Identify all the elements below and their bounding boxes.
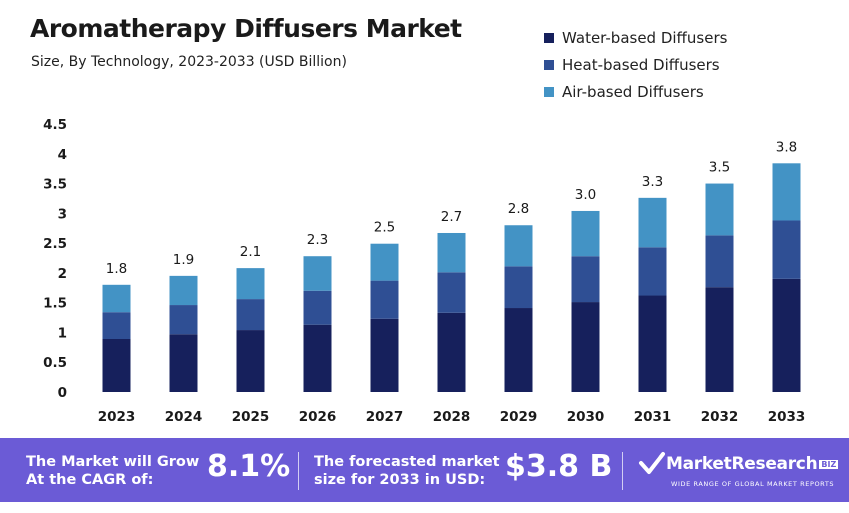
data-label: 2.3 xyxy=(307,232,328,248)
brand-logo: MarketResearch BIZ xyxy=(638,450,839,478)
x-tick-label: 2025 xyxy=(232,409,270,425)
x-tick-label: 2027 xyxy=(366,409,404,425)
bar-segment xyxy=(370,280,399,319)
cagr-label-line1: The Market will Grow xyxy=(26,454,200,470)
forecast-label-line2: size for 2033 in USD: xyxy=(314,472,486,488)
bar-segment xyxy=(571,210,600,257)
brand-tagline: WIDE RANGE OF GLOBAL MARKET REPORTS xyxy=(671,480,835,488)
bar-segment xyxy=(772,278,801,392)
bar-segment xyxy=(772,163,801,221)
y-tick-label: 0 xyxy=(58,385,67,401)
bar-segment xyxy=(169,334,198,392)
bar-segment xyxy=(102,338,131,392)
forecast-label: The forecasted market size for 2033 in U… xyxy=(314,453,500,489)
bar-segment xyxy=(504,308,533,392)
x-tick-label: 2024 xyxy=(165,409,203,425)
legend-item-heat: Heat-based Diffusers xyxy=(544,51,727,78)
y-tick-label: 3 xyxy=(58,206,67,222)
bar-segment xyxy=(571,302,600,392)
bar-segment xyxy=(370,243,399,281)
bar-segment xyxy=(705,287,734,392)
cagr-value: 8.1% xyxy=(207,449,291,484)
legend-label-air: Air-based Diffusers xyxy=(562,82,704,101)
y-tick-label: 4.5 xyxy=(43,117,67,133)
bar-segment xyxy=(571,256,600,303)
cagr-label-line2: At the CAGR of: xyxy=(26,472,154,488)
x-tick-label: 2032 xyxy=(701,409,739,425)
x-tick-label: 2033 xyxy=(768,409,806,425)
cagr-label: The Market will Grow At the CAGR of: xyxy=(26,453,199,489)
y-tick-label: 3.5 xyxy=(43,177,67,193)
bar-segment xyxy=(772,220,801,279)
bar-segment xyxy=(303,256,332,291)
bar-segment xyxy=(638,247,667,296)
bar-segment xyxy=(370,318,399,392)
chart-legend: Water-based Diffusers Heat-based Diffuse… xyxy=(544,24,727,105)
legend-item-air: Air-based Diffusers xyxy=(544,78,727,105)
bar-segment xyxy=(169,305,198,335)
x-tick-label: 2029 xyxy=(500,409,538,425)
bar-segment xyxy=(236,268,265,300)
legend-swatch-water xyxy=(544,32,554,43)
bar-segment xyxy=(303,324,332,392)
bar-segment xyxy=(638,295,667,392)
bar-segment xyxy=(705,235,734,288)
data-label: 2.7 xyxy=(441,209,462,225)
data-label: 3.0 xyxy=(575,187,596,203)
data-label: 3.5 xyxy=(709,160,730,176)
legend-label-water: Water-based Diffusers xyxy=(562,28,728,47)
data-label: 1.9 xyxy=(173,252,194,268)
bar-segment xyxy=(236,330,265,392)
forecast-value: $3.8 B xyxy=(505,449,613,484)
chart-title: Aromatherapy Diffusers Market xyxy=(30,14,462,43)
bar-segment xyxy=(437,312,466,392)
legend-label-heat: Heat-based Diffusers xyxy=(562,55,720,74)
bar-segment xyxy=(102,312,131,339)
bar-segment xyxy=(638,197,667,248)
footer-divider-2 xyxy=(622,452,623,490)
bar-segment xyxy=(504,225,533,267)
legend-swatch-air xyxy=(544,86,554,97)
brand-name: MarketResearch xyxy=(666,454,818,474)
y-tick-label: 1 xyxy=(58,325,67,341)
y-tick-label: 0.5 xyxy=(43,355,67,371)
bar-segment xyxy=(437,272,466,313)
x-tick-label: 2031 xyxy=(634,409,672,425)
x-tick-label: 2028 xyxy=(433,409,471,425)
data-label: 3.8 xyxy=(776,139,797,155)
forecast-label-line1: The forecasted market xyxy=(314,454,500,470)
y-tick-label: 2.5 xyxy=(43,236,67,252)
bar-segment xyxy=(303,290,332,325)
brand-badge: BIZ xyxy=(819,459,839,469)
data-label: 2.8 xyxy=(508,201,529,217)
x-tick-label: 2026 xyxy=(299,409,337,425)
data-label: 2.5 xyxy=(374,220,395,236)
data-label: 1.8 xyxy=(106,261,127,277)
bar-segment xyxy=(169,275,198,306)
y-tick-label: 1.5 xyxy=(43,296,67,312)
data-label: 2.1 xyxy=(240,244,261,260)
legend-item-water: Water-based Diffusers xyxy=(544,24,727,51)
stacked-bar-chart: 0 0.5 1 1.5 2 2.5 3 3.5 4 4.5 1.8 2023 1.9 2024 2.1 202… xyxy=(43,117,806,425)
bar-segment xyxy=(504,266,533,309)
y-tick-label: 4 xyxy=(58,147,67,163)
bar-segment xyxy=(437,232,466,273)
chart-subtitle: Size, By Technology, 2023-2033 (USD Bill… xyxy=(31,54,347,70)
checkmark-logo-icon xyxy=(639,452,665,474)
data-label: 3.3 xyxy=(642,174,663,190)
bar-segment xyxy=(102,284,131,313)
x-tick-label: 2023 xyxy=(98,409,136,425)
bar-segment xyxy=(236,299,265,331)
footer-divider xyxy=(298,452,299,490)
y-tick-label: 2 xyxy=(58,266,67,282)
footer-banner: The Market will Grow At the CAGR of: 8.1… xyxy=(0,438,849,502)
x-tick-label: 2030 xyxy=(567,409,605,425)
bar-segment xyxy=(705,183,734,236)
legend-swatch-heat xyxy=(544,59,554,70)
